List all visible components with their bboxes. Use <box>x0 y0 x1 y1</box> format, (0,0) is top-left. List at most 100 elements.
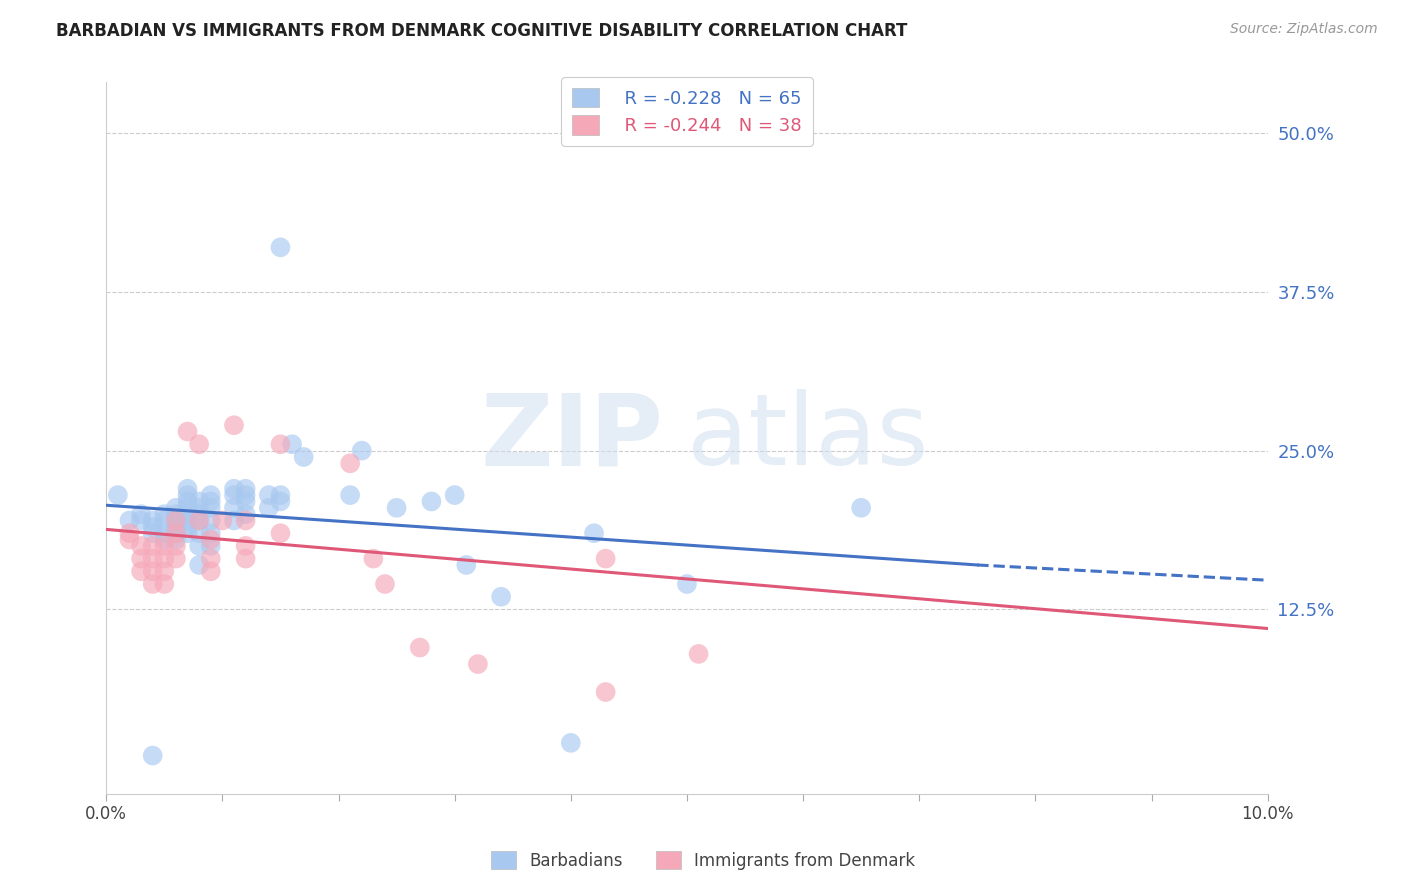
Point <box>235 539 257 553</box>
Point <box>129 539 152 553</box>
Point <box>142 514 165 528</box>
Point <box>235 507 257 521</box>
Point <box>467 657 489 671</box>
Point <box>176 494 198 508</box>
Point <box>257 500 280 515</box>
Point <box>176 425 198 439</box>
Point <box>118 533 141 547</box>
Point <box>269 437 291 451</box>
Point <box>339 456 361 470</box>
Point <box>153 514 176 528</box>
Point <box>385 500 408 515</box>
Point <box>153 551 176 566</box>
Point <box>420 494 443 508</box>
Point <box>222 482 245 496</box>
Point <box>489 590 512 604</box>
Point <box>142 551 165 566</box>
Point <box>176 488 198 502</box>
Point <box>200 514 222 528</box>
Point <box>142 577 165 591</box>
Point <box>676 577 699 591</box>
Legend: Barbadians, Immigrants from Denmark: Barbadians, Immigrants from Denmark <box>484 845 922 877</box>
Point <box>222 418 245 433</box>
Point <box>153 533 176 547</box>
Point <box>188 526 211 541</box>
Point <box>129 507 152 521</box>
Text: ZIP: ZIP <box>481 390 664 486</box>
Point <box>176 482 198 496</box>
Point <box>595 551 617 566</box>
Point <box>222 488 245 502</box>
Point <box>222 514 245 528</box>
Point <box>165 520 187 534</box>
Point <box>849 500 872 515</box>
Point <box>188 514 211 528</box>
Point <box>165 551 187 566</box>
Point <box>142 526 165 541</box>
Point <box>188 558 211 572</box>
Point <box>153 539 176 553</box>
Point <box>363 551 385 566</box>
Point <box>142 539 165 553</box>
Point <box>200 494 222 508</box>
Point <box>443 488 465 502</box>
Point <box>176 526 198 541</box>
Point <box>118 514 141 528</box>
Point <box>339 488 361 502</box>
Point <box>176 500 198 515</box>
Point <box>153 507 176 521</box>
Point <box>583 526 606 541</box>
Point <box>235 494 257 508</box>
Point <box>165 533 187 547</box>
Point <box>153 564 176 578</box>
Point <box>165 500 187 515</box>
Point <box>165 507 187 521</box>
Point <box>153 526 176 541</box>
Point <box>281 437 304 451</box>
Point <box>165 526 187 541</box>
Point <box>269 526 291 541</box>
Point <box>222 500 245 515</box>
Point <box>560 736 582 750</box>
Point <box>595 685 617 699</box>
Point <box>200 551 222 566</box>
Point <box>142 748 165 763</box>
Point <box>200 526 222 541</box>
Point <box>107 488 129 502</box>
Point <box>235 482 257 496</box>
Point <box>129 551 152 566</box>
Point <box>200 533 222 547</box>
Point <box>409 640 432 655</box>
Point <box>142 520 165 534</box>
Point <box>176 520 198 534</box>
Point <box>129 564 152 578</box>
Point <box>176 507 198 521</box>
Point <box>200 488 222 502</box>
Point <box>153 577 176 591</box>
Point <box>235 551 257 566</box>
Point <box>165 526 187 541</box>
Point <box>200 500 222 515</box>
Point <box>188 507 211 521</box>
Point <box>200 564 222 578</box>
Point <box>235 514 257 528</box>
Point <box>688 647 710 661</box>
Point <box>269 488 291 502</box>
Point <box>165 539 187 553</box>
Point <box>235 488 257 502</box>
Legend:   R = -0.228   N = 65,   R = -0.244   N = 38: R = -0.228 N = 65, R = -0.244 N = 38 <box>561 77 813 145</box>
Point <box>118 526 141 541</box>
Point <box>200 539 222 553</box>
Point <box>142 564 165 578</box>
Point <box>350 443 373 458</box>
Point <box>176 514 198 528</box>
Point <box>188 500 211 515</box>
Point <box>165 514 187 528</box>
Text: atlas: atlas <box>688 390 928 486</box>
Text: Source: ZipAtlas.com: Source: ZipAtlas.com <box>1230 22 1378 37</box>
Point <box>188 539 211 553</box>
Point <box>269 494 291 508</box>
Point <box>188 494 211 508</box>
Point <box>292 450 315 464</box>
Point <box>374 577 396 591</box>
